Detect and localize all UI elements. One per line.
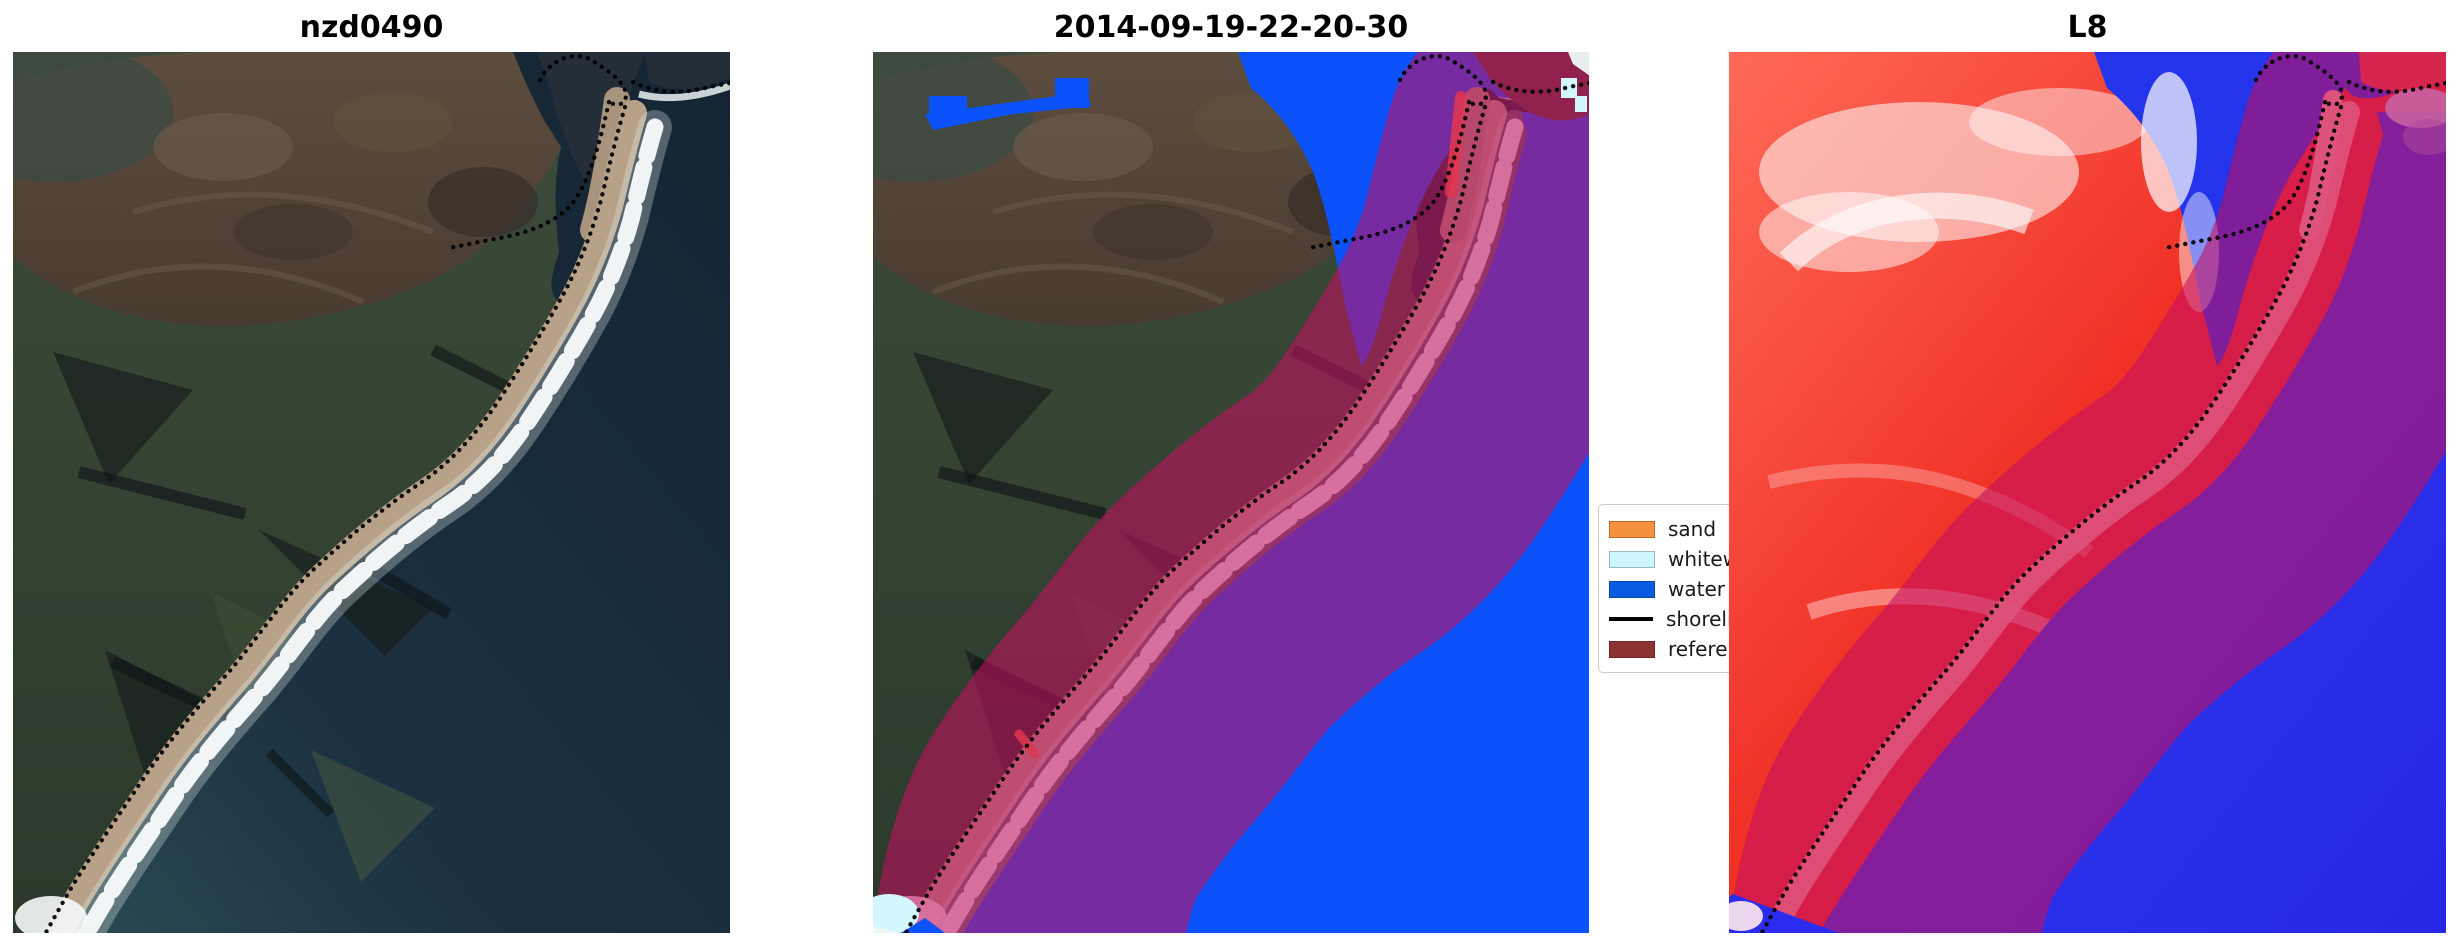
sand-swatch-icon — [1609, 520, 1655, 538]
legend-label: whitew — [1668, 547, 1740, 571]
water-class-region — [963, 112, 1589, 933]
legend-label: sand — [1668, 517, 1717, 541]
reference-shoreline-buffer — [873, 52, 1589, 933]
panel-nzd0490-image — [0, 42, 730, 949]
water-swatch-icon — [1609, 580, 1655, 598]
bay-water-class-region — [1238, 52, 1583, 366]
whitewater-class-region — [1561, 78, 1577, 98]
panel-title-nzd0490: nzd0490 — [299, 10, 444, 45]
legend: sand whitew water shoreli referen — [1598, 504, 1798, 673]
legend-item-shoreline: shoreli — [1609, 604, 1787, 634]
sand-class-region — [1445, 91, 1467, 198]
legend-item-water: water — [1609, 574, 1787, 604]
shoreline-dotted-line — [35, 56, 730, 949]
legend-item-reference: referen — [1609, 634, 1787, 664]
shoreline-dotted-line — [1751, 56, 2446, 949]
legend-label: water — [1668, 577, 1725, 601]
reference-swatch-icon — [1609, 640, 1655, 658]
panel-l8-image — [1729, 52, 2446, 949]
legend-label: referen — [1668, 637, 1741, 661]
panel-title-date: 2014-09-19-22-20-30 — [1053, 10, 1409, 45]
reference-shoreline-buffer — [1729, 52, 2446, 933]
legend-label: shoreli — [1666, 607, 1733, 631]
legend-item-sand: sand — [1609, 514, 1787, 544]
shoreline-dotted-line — [895, 56, 1590, 949]
legend-item-whitewater: whitew — [1609, 544, 1787, 574]
panel-title-l8: L8 — [2067, 10, 2108, 45]
l8-land-region — [1729, 52, 2446, 933]
shoreline-line-icon — [1609, 617, 1653, 621]
whitewater-swatch-icon — [1609, 550, 1655, 568]
cloud-swirls — [1759, 88, 2149, 272]
panel-classified-image — [873, 52, 1590, 949]
water-class-specks — [925, 78, 1091, 130]
l8-sea-region — [1819, 112, 2446, 933]
